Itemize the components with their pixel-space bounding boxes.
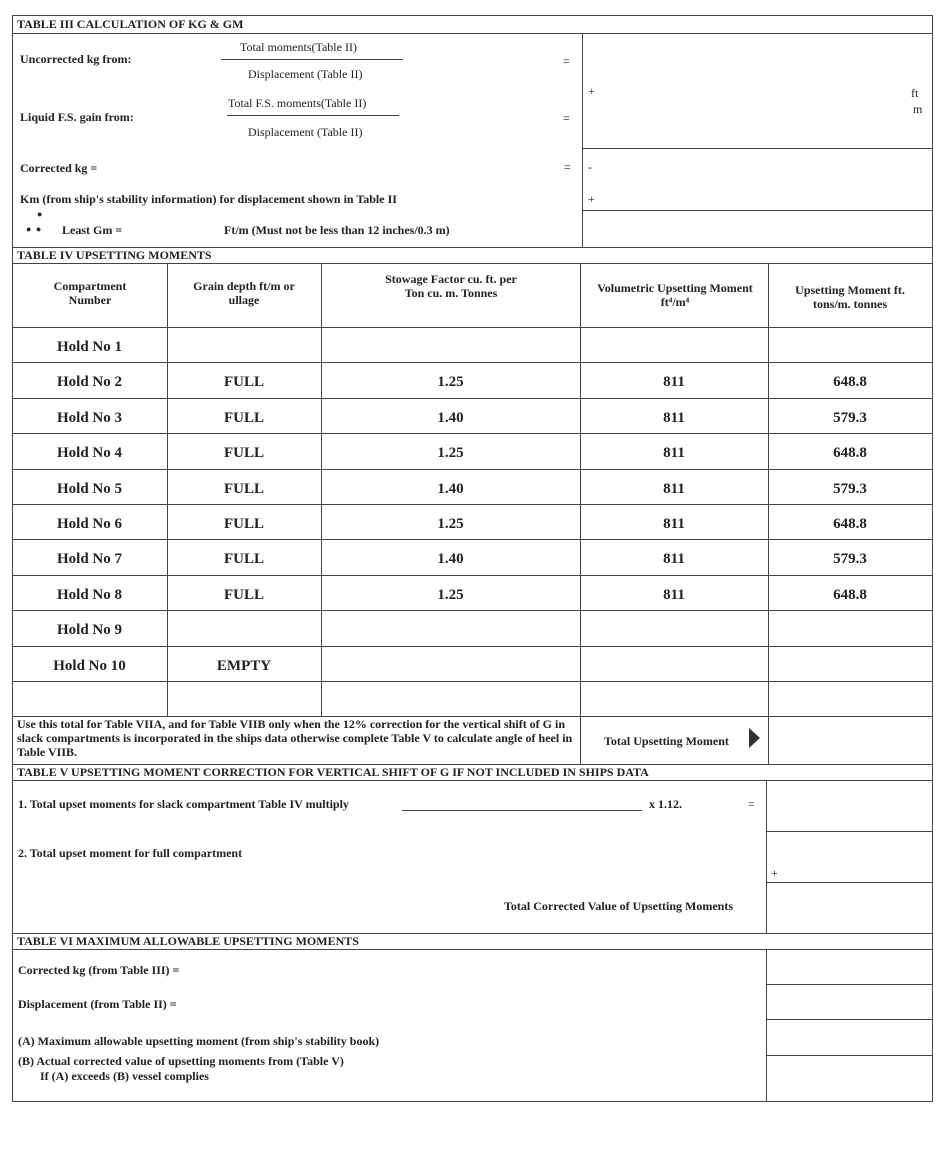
liquid-fs-numerator: Total F.S. moments(Table II) — [228, 96, 367, 110]
equals-sign: = — [564, 160, 571, 174]
stowage-factor-cell[interactable]: 1.25 — [437, 587, 464, 603]
volumetric-moment-cell[interactable]: 811 — [663, 481, 685, 497]
column-header-stowage-factor: Stowage Factor cu. ft. per Ton cu. m. To… — [385, 272, 517, 300]
plus-sign: + — [588, 192, 595, 206]
column-header-upsetting-moment: Upsetting Moment ft. tons/m. tonnes — [795, 283, 905, 311]
table6-max-allowable: (A) Maximum allowable upsetting moment (… — [18, 1034, 380, 1048]
stowage-factor-cell[interactable]: 1.25 — [437, 374, 464, 390]
stowage-factor-cell[interactable]: 1.40 — [437, 551, 464, 567]
stowage-factor-cell[interactable]: 1.25 — [437, 516, 464, 532]
table4-note: Use this total for Table VIIA, and for T… — [17, 717, 573, 759]
volumetric-moment-cell[interactable]: 811 — [663, 445, 685, 461]
table5-title: TABLE V UPSETTING MOMENT CORRECTION FOR … — [17, 765, 649, 779]
table5-line1: 1. Total upset moments for slack compart… — [18, 797, 349, 811]
grain-depth-cell[interactable]: EMPTY — [216, 658, 272, 674]
uncorrected-kg-denominator: Displacement (Table II) — [248, 67, 363, 81]
compartment-cell[interactable]: Hold No 8 — [56, 587, 122, 603]
table6-complies-note: If (A) exceeds (B) vessel complies — [40, 1069, 209, 1083]
compartment-cell[interactable]: Hold No 2 — [56, 374, 122, 390]
upsetting-moment-cell[interactable]: 579.3 — [833, 410, 867, 426]
compartment-cell[interactable]: Hold No 9 — [56, 622, 122, 638]
km-label: Km (from ship's stability information) f… — [20, 192, 397, 206]
row-divider — [12, 504, 932, 505]
row-divider — [12, 327, 932, 328]
row-divider — [12, 681, 932, 682]
least-gm-label: Least Gm = — [62, 223, 123, 237]
row-divider — [12, 362, 932, 363]
equals-sign: = — [563, 111, 570, 125]
equals-sign: = — [563, 54, 570, 68]
compartment-cell[interactable]: Hold No 7 — [56, 551, 122, 567]
upsetting-moment-cell[interactable]: 648.8 — [833, 516, 867, 532]
row-divider — [12, 398, 932, 399]
compartment-cell[interactable]: Hold No 4 — [56, 445, 122, 461]
stowage-factor-cell[interactable]: 1.40 — [437, 481, 464, 497]
grain-depth-cell[interactable]: FULL — [223, 551, 264, 567]
volumetric-moment-cell[interactable]: 811 — [663, 516, 685, 532]
stowage-factor-cell[interactable]: 1.40 — [437, 410, 464, 426]
upsetting-moment-cell[interactable]: 648.8 — [833, 587, 867, 603]
compartment-cell[interactable]: Hold No 10 — [53, 658, 126, 674]
column-header-volumetric: Volumetric Upsetting Moment ft⁴/m⁴ — [597, 281, 753, 309]
compartment-cell[interactable]: Hold No 5 — [56, 481, 122, 497]
bullet-icon: ● ● — [26, 224, 42, 234]
compartment-cell[interactable]: Hold No 6 — [56, 516, 122, 532]
table6-corrected-kg: Corrected kg (from Table III) = — [18, 963, 180, 977]
unit-m: m — [913, 102, 923, 116]
row-divider — [12, 610, 932, 611]
form-border — [12, 15, 933, 1102]
upsetting-moment-cell[interactable]: 579.3 — [833, 551, 867, 567]
volumetric-moment-cell[interactable]: 811 — [663, 410, 685, 426]
arrow-right-icon — [749, 728, 760, 748]
upsetting-moment-cell[interactable]: 579.3 — [833, 481, 867, 497]
volumetric-moment-cell[interactable]: 811 — [663, 551, 685, 567]
row-divider — [12, 469, 932, 470]
column-header-grain-depth: Grain depth ft/m or ullage — [193, 279, 295, 307]
least-gm-note: Ft/m (Must not be less than 12 inches/0.… — [224, 223, 450, 237]
liquid-fs-label: Liquid F.S. gain from: — [20, 110, 134, 124]
grain-depth-cell[interactable]: FULL — [223, 445, 264, 461]
unit-ft: ft — [911, 86, 919, 100]
column-header-compartment: Compartment Number — [53, 279, 127, 307]
equals-sign: = — [748, 797, 755, 811]
bullet-icon: ● — [37, 209, 43, 219]
plus-sign: + — [771, 866, 778, 880]
grain-depth-cell[interactable]: FULL — [223, 481, 264, 497]
compartment-cell[interactable]: Hold No 3 — [56, 410, 122, 426]
volumetric-moment-cell[interactable]: 811 — [663, 587, 685, 603]
table6-displacement: Displacement (from Table II) = — [18, 997, 177, 1011]
row-divider — [12, 433, 932, 434]
table5-total-label: Total Corrected Value of Upsetting Momen… — [504, 899, 733, 913]
upsetting-moment-cell[interactable]: 648.8 — [833, 374, 867, 390]
minus-sign: - — [588, 160, 592, 174]
table5-line2: 2. Total upset moment for full compartme… — [18, 846, 243, 860]
volumetric-moment-cell[interactable]: 811 — [663, 374, 685, 390]
row-divider — [12, 646, 932, 647]
row-divider — [12, 575, 932, 576]
liquid-fs-denominator: Displacement (Table II) — [248, 125, 363, 139]
corrected-kg-label: Corrected kg = — [20, 161, 98, 175]
row-divider — [12, 539, 932, 540]
table6-title: TABLE VI MAXIMUM ALLOWABLE UPSETTING MOM… — [17, 934, 359, 948]
upsetting-moment-cell[interactable]: 648.8 — [833, 445, 867, 461]
grain-depth-cell[interactable]: FULL — [223, 516, 264, 532]
grain-depth-cell[interactable]: FULL — [223, 410, 264, 426]
uncorrected-kg-numerator: Total moments(Table II) — [240, 40, 357, 54]
grain-depth-cell[interactable]: FULL — [223, 587, 264, 603]
table5-factor: x 1.12. — [649, 797, 682, 811]
plus-sign: + — [588, 84, 595, 98]
grain-depth-cell[interactable]: FULL — [223, 374, 264, 390]
table3-title: TABLE III CALCULATION OF KG & GM — [17, 17, 244, 31]
table6-actual-corrected: (B) Actual corrected value of upsetting … — [18, 1054, 344, 1068]
stowage-factor-cell[interactable]: 1.25 — [437, 445, 464, 461]
total-upsetting-moment-label: Total Upsetting Moment — [604, 734, 729, 748]
table4-title: TABLE IV UPSETTING MOMENTS — [17, 248, 212, 262]
compartment-cell[interactable]: Hold No 1 — [56, 339, 122, 355]
uncorrected-kg-label: Uncorrected kg from: — [20, 52, 132, 66]
